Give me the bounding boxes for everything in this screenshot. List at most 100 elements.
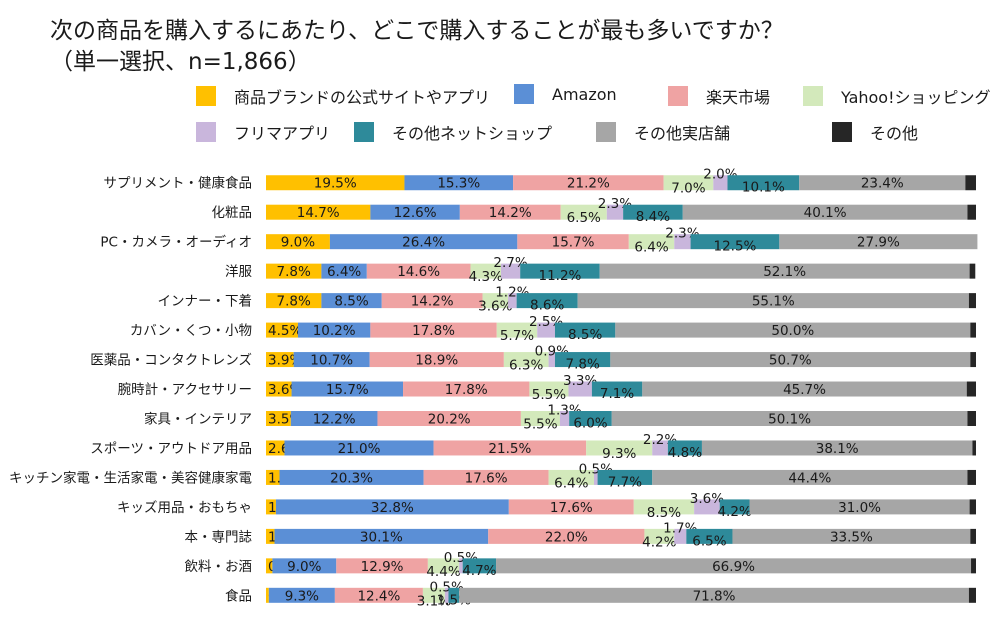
data-label: 18.9% [415, 353, 458, 369]
bar-segment-3 [586, 440, 653, 456]
data-label: 21.0% [338, 441, 381, 457]
bar-segment-4 [652, 440, 668, 456]
data-label: 30.1% [360, 529, 403, 545]
bar-segment-5 [727, 175, 800, 191]
legend-label: Yahoo!ショッピング [841, 88, 991, 107]
bar-segment-5 [462, 558, 497, 574]
bar-segment-2 [517, 234, 629, 250]
bar-segment-6 [682, 204, 968, 220]
bar-segment-1 [293, 352, 370, 368]
bar-segment-5 [516, 293, 578, 309]
data-label: 17.6% [465, 470, 508, 486]
bar-segment-3 [422, 587, 445, 603]
bar-segment-4 [501, 263, 521, 279]
legend-item-other-store: その他実店舗 [596, 120, 730, 144]
bar-segment-3 [560, 204, 607, 220]
bar-segment-0 [266, 204, 371, 220]
bar-segment-7 [969, 499, 976, 515]
bar-segment-7 [969, 263, 976, 279]
legend-item-other: その他 [832, 120, 918, 144]
legend-item-amazon: Amazon [514, 84, 617, 104]
bar-segment-6 [611, 411, 968, 426]
bar-segment-0 [266, 440, 285, 456]
bar-segment-3 [427, 558, 460, 574]
bar-segment-1 [290, 411, 378, 426]
data-label: 26.4% [402, 235, 445, 251]
data-label: 15.7% [326, 382, 369, 398]
data-label: 9.0% [281, 235, 315, 251]
data-label: 12.6% [394, 205, 437, 221]
bar-segment-6 [652, 469, 968, 485]
data-label: 50.1% [768, 412, 811, 428]
bar-segment-0 [266, 528, 275, 544]
bar-segment-5 [520, 263, 600, 279]
bar-segment-1 [272, 558, 337, 574]
bar-segment-4 [594, 469, 598, 485]
bar-segment-4 [459, 558, 463, 574]
legend-label: Amazon [552, 84, 617, 104]
bar-segment-1 [275, 499, 509, 515]
data-label: 6.3% [509, 358, 543, 374]
legend-label: フリマアプリ [234, 124, 331, 143]
data-label: 23.4% [861, 176, 904, 192]
legend-label: その他ネットショップ [392, 124, 553, 143]
category-label: PC・カメラ・オーディオ [100, 234, 252, 251]
bar-segment-3 [633, 499, 695, 515]
data-label: 7.8% [277, 294, 311, 310]
legend-item-other-online: その他ネットショップ [354, 120, 552, 144]
bar-segment-3 [628, 234, 675, 250]
data-label: 4.4% [426, 564, 460, 580]
data-label: 11.2% [538, 268, 581, 284]
data-label: 6.4% [327, 264, 361, 280]
bar-segment-2 [336, 558, 428, 574]
data-label: 14.7% [297, 205, 340, 221]
bar-segment-0 [266, 411, 291, 426]
data-label: 55.1% [752, 294, 795, 310]
bar-segment-5 [686, 528, 733, 544]
data-label: 17.8% [412, 323, 455, 339]
legend-swatch [832, 122, 852, 142]
data-label: 3.6% [690, 491, 724, 507]
bar-segment-1 [279, 469, 424, 485]
data-label: 9.3% [285, 588, 319, 604]
bar-segment-4 [606, 204, 624, 220]
bar-segment-4 [568, 381, 592, 397]
bar-segment-1 [268, 587, 335, 603]
data-label: 7.8% [277, 264, 311, 280]
legend-swatch [354, 122, 374, 142]
bar-segment-4 [548, 352, 555, 368]
bar-segment-6 [749, 499, 970, 515]
data-label: 32.8% [371, 500, 414, 516]
bar-segment-2 [508, 499, 634, 515]
bar-segment-0 [266, 469, 280, 485]
data-label: 31.0% [838, 500, 881, 516]
data-label: 2.7% [493, 255, 527, 271]
data-label: 21.2% [567, 176, 610, 192]
legend-swatch [596, 122, 616, 142]
bar-segment-2 [377, 411, 521, 426]
bar-segment-2 [334, 587, 423, 603]
data-label: 4.8% [668, 445, 702, 461]
data-label: 4.2% [642, 534, 676, 550]
data-label: 7.7% [608, 474, 642, 490]
data-label: 14.2% [411, 294, 454, 310]
data-label: 71.8% [693, 588, 736, 604]
chart-title: 次の商品を購入するにあたり、どこで購入することが最も多いですか？ （単一選択、n… [50, 18, 784, 75]
data-label: 10.7% [310, 353, 353, 369]
bar-segment-7 [970, 322, 976, 338]
data-label: 2.5% [529, 314, 563, 330]
bar-segment-7 [971, 558, 976, 574]
data-label: 4.7% [462, 563, 496, 579]
bar-segment-7 [967, 411, 976, 426]
legend-swatch [514, 84, 534, 104]
data-label: 20.3% [330, 470, 373, 486]
bar-segment-5 [667, 440, 702, 456]
bar-segment-1 [274, 528, 489, 544]
bar-segment-2 [381, 293, 483, 309]
data-label: 45.7% [783, 382, 826, 398]
data-label: 15.7% [552, 235, 595, 251]
data-label: 3.3% [563, 373, 597, 389]
category-label: 飲料・お酒 [185, 559, 253, 575]
data-label: 8.5% [568, 327, 602, 343]
